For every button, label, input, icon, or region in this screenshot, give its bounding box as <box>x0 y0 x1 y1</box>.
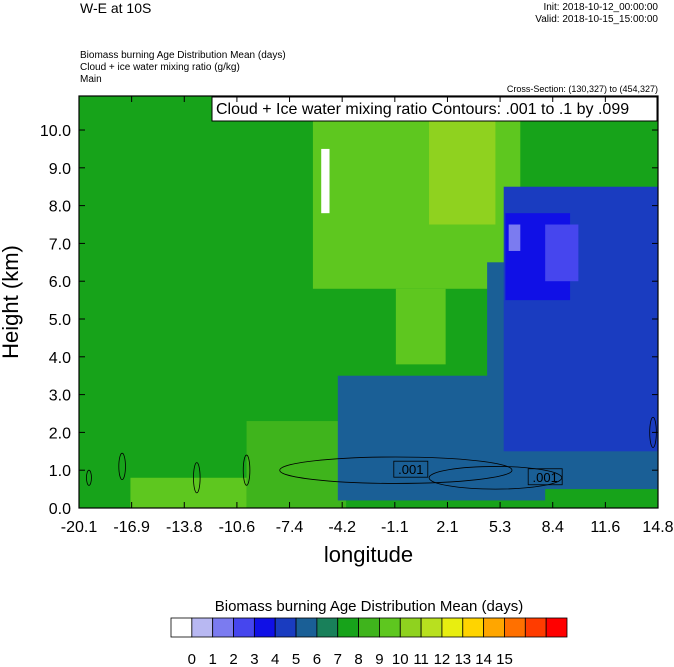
field-description-3: Main <box>80 74 102 85</box>
colorbar-label-7: 7 <box>334 651 342 667</box>
y-tick-label-3: 3.0 <box>49 388 71 405</box>
x-tick-label-7: 2.1 <box>436 519 458 536</box>
colorbar-label-4: 4 <box>271 651 279 667</box>
cloud-contour-3 <box>193 462 201 494</box>
y-tick-label-5: 5.0 <box>49 312 71 329</box>
colorbar-swatch-3 <box>233 617 255 638</box>
colorbar-swatch-6 <box>295 617 318 638</box>
x-tick-label-6: -1.1 <box>381 519 409 536</box>
cross-section-label: Cross-Section: (130,327) to (454,327) <box>506 84 658 94</box>
plot-title: W-E at 10S <box>80 0 152 16</box>
colorbar-swatch-13 <box>441 617 464 638</box>
colorbar-label-2: 2 <box>229 651 237 667</box>
colorbar-swatch-14 <box>462 617 485 638</box>
colorbar-label-6: 6 <box>313 651 321 667</box>
cloud-contour-5 <box>86 469 92 486</box>
x-tick-label-11: 14.8 <box>642 519 673 536</box>
contour-info-text: Cloud + Ice water mixing ratio Contours:… <box>216 101 629 118</box>
contour-label-box-1 <box>527 468 563 486</box>
x-axis-title: longitude <box>324 542 413 567</box>
colorbar-swatch-16 <box>504 617 526 638</box>
colorbar-label-8: 8 <box>354 651 362 667</box>
y-tick-label-10: 10.0 <box>40 123 71 140</box>
field-region-10 <box>545 224 579 282</box>
colorbar-label-11: 11 <box>413 651 429 667</box>
colorbar-swatch-8 <box>337 617 359 638</box>
colorbar-label-10: 10 <box>392 651 409 667</box>
contour-label-box-0 <box>393 460 429 478</box>
y-tick-label-1: 1.0 <box>49 463 71 480</box>
colorbar-label-0: 0 <box>188 651 196 667</box>
y-tick-label-8: 8.0 <box>49 199 71 216</box>
colorbar-label-9: 9 <box>375 651 383 667</box>
cloud-contour-1 <box>428 466 563 490</box>
x-tick-label-9: 8.4 <box>542 519 564 536</box>
colorbar-label-3: 3 <box>250 651 258 667</box>
x-tick-label-5: -4.2 <box>328 519 356 536</box>
x-tick-label-1: -16.9 <box>113 519 150 536</box>
y-tick-label-6: 6.0 <box>49 274 71 291</box>
x-tick-label-3: -10.6 <box>219 519 256 536</box>
field-region-11 <box>508 224 521 251</box>
plot-frame <box>78 95 659 509</box>
colorbar-swatch-4 <box>253 617 276 638</box>
colorbar-swatch-9 <box>358 617 380 638</box>
y-tick-label-2: 2.0 <box>49 425 71 442</box>
colorbar-swatch-11 <box>399 617 422 638</box>
x-tick-label-2: -13.8 <box>166 519 203 536</box>
colorbar-swatch-10 <box>379 617 401 638</box>
colorbar-swatch-17 <box>524 617 547 638</box>
colorbar-swatch-15 <box>483 617 505 638</box>
y-tick-label-4: 4.0 <box>49 350 71 367</box>
colorbar-swatch-1 <box>191 617 214 638</box>
x-tick-label-10: 11.6 <box>590 519 620 536</box>
field-description-2: Cloud + ice water mixing ratio (g/kg) <box>80 62 240 73</box>
colorbar-label-1: 1 <box>209 651 217 667</box>
field-region-5 <box>246 421 347 508</box>
valid-time: Valid: 2018-10-15_15:00:00 <box>535 14 658 25</box>
colorbar-swatch-18 <box>545 617 568 638</box>
y-tick-label-0: 0.0 <box>49 501 71 518</box>
y-tick-label-9: 9.0 <box>49 161 71 178</box>
field-description-1: Biomass burning Age Distribution Mean (d… <box>80 50 286 61</box>
x-tick-label-0: -20.1 <box>61 519 98 536</box>
colorbar-swatch-12 <box>420 617 443 638</box>
colorbar-swatch-5 <box>274 617 297 638</box>
y-axis-title: Height (km) <box>0 245 23 359</box>
field-region-12 <box>321 148 330 214</box>
colorbar-label-12: 12 <box>434 651 451 667</box>
x-tick-label-4: -7.4 <box>276 519 304 536</box>
colorbar-label-13: 13 <box>454 651 471 667</box>
colorbar-swatch-7 <box>316 617 339 638</box>
cloud-contour-2 <box>118 452 126 481</box>
x-tick-label-8: 5.3 <box>489 519 511 536</box>
cloud-contour-0 <box>279 456 513 484</box>
colorbar-swatch-0 <box>170 617 193 638</box>
colorbar-label-5: 5 <box>292 651 300 667</box>
contour-label-1: .001 <box>533 470 558 485</box>
contour-label-0: .001 <box>398 462 423 477</box>
colorbar-swatch-2 <box>212 617 234 638</box>
colorbar-label-14: 14 <box>475 651 492 667</box>
contour-info-box <box>211 96 658 122</box>
colorbar-label-15: 15 <box>496 651 513 667</box>
field-region-4 <box>130 477 247 508</box>
y-tick-label-7: 7.0 <box>49 236 71 253</box>
colorbar-title: Biomass burning Age Distribution Mean (d… <box>215 598 523 615</box>
cloud-contour-4 <box>242 454 251 486</box>
field-region-2 <box>395 288 446 365</box>
init-time: Init: 2018-10-12_00:00:00 <box>543 2 658 13</box>
